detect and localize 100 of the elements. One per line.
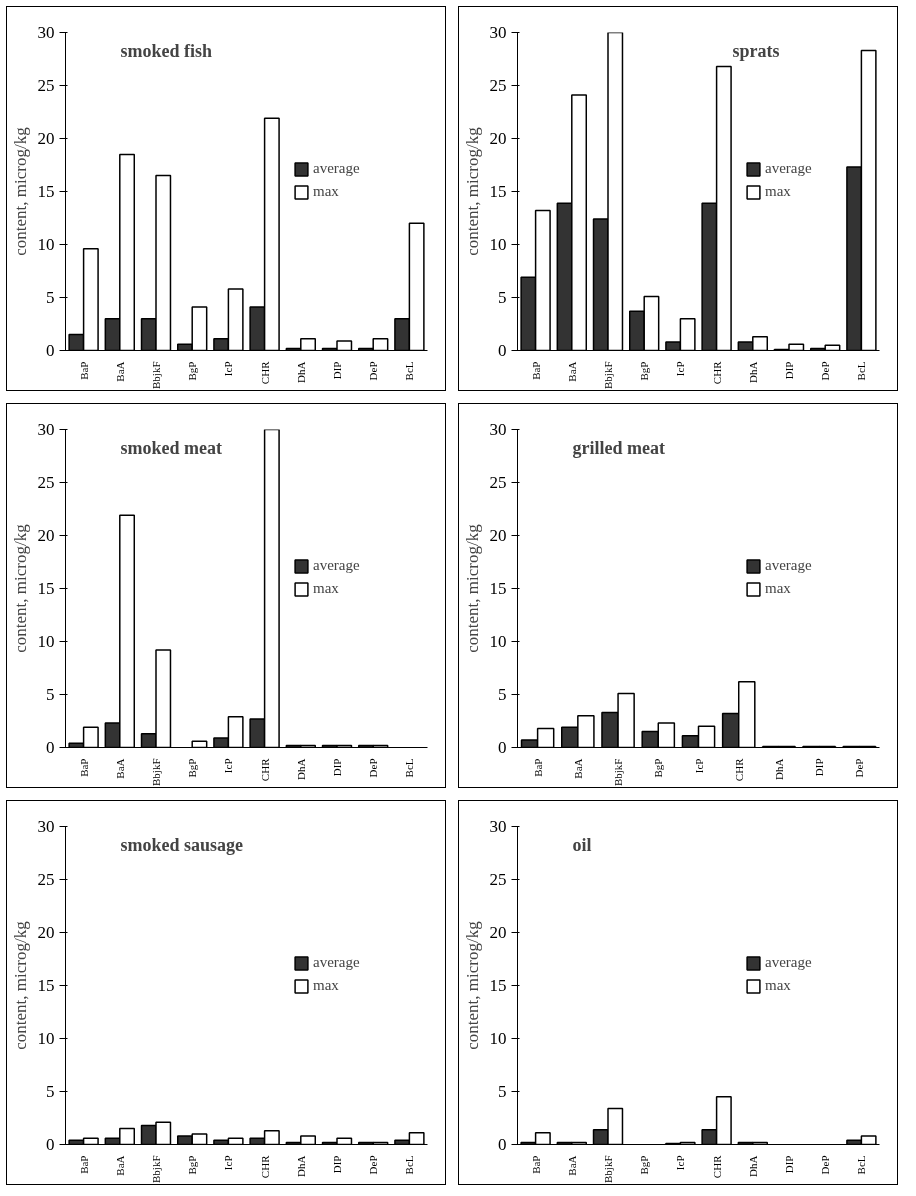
y-tick-label: 10 bbox=[489, 632, 507, 651]
x-tick-label: DIP bbox=[783, 1155, 795, 1174]
y-tick-label: 15 bbox=[489, 976, 507, 995]
y-tick-label: 10 bbox=[489, 1029, 507, 1048]
y-tick-label: 0 bbox=[46, 1135, 55, 1154]
y-tick-label: 0 bbox=[498, 341, 507, 360]
x-tick-label: BaP bbox=[77, 1155, 90, 1174]
legend-label: average bbox=[313, 160, 360, 177]
y-tick-label: 20 bbox=[37, 526, 55, 545]
y-tick-label: 0 bbox=[498, 1135, 507, 1154]
y-tick-label: 10 bbox=[37, 632, 55, 651]
x-tick-label: DhA bbox=[772, 758, 785, 780]
x-tick-label: BgP bbox=[652, 758, 665, 778]
legend-label: max bbox=[313, 580, 339, 597]
y-axis-title: content, microg/kg bbox=[462, 523, 482, 653]
chart-title: smoked sausage bbox=[120, 834, 244, 855]
x-tick-label: BbjkF bbox=[602, 1155, 614, 1184]
x-tick-label: DIP bbox=[813, 758, 826, 777]
x-tick-label: BbjkF bbox=[602, 361, 614, 390]
y-tick-label: 5 bbox=[46, 685, 55, 704]
x-tick-label: BcL bbox=[403, 361, 416, 381]
y-tick-label: 5 bbox=[46, 288, 55, 307]
legend-label: average bbox=[765, 160, 812, 177]
y-tick-label: 25 bbox=[37, 473, 55, 492]
legend-label: max bbox=[313, 183, 339, 200]
y-tick-label: 30 bbox=[37, 23, 55, 42]
x-tick-label: BcL bbox=[403, 758, 416, 778]
y-axis-title: content, microg/kg bbox=[10, 126, 30, 256]
x-tick-label: BbjkF bbox=[150, 361, 162, 390]
x-tick-label: IcP bbox=[222, 758, 235, 774]
x-tick-label: BaA bbox=[113, 758, 126, 779]
y-tick-label: 10 bbox=[489, 235, 507, 254]
y-tick-label: 20 bbox=[37, 923, 55, 942]
y-axis-title: content, microg/kg bbox=[462, 920, 482, 1050]
legend-label: average bbox=[313, 954, 360, 971]
legend-label: max bbox=[765, 977, 791, 994]
x-tick-label: BcL bbox=[855, 1155, 868, 1175]
x-tick-label: BaA bbox=[565, 361, 578, 382]
x-tick-label: BaP bbox=[77, 361, 90, 380]
x-tick-label: CHR bbox=[732, 757, 745, 782]
x-tick-label: CHR bbox=[258, 360, 271, 385]
x-tick-label: BgP bbox=[186, 361, 199, 381]
x-tick-label: CHR bbox=[710, 360, 723, 385]
x-tick-label: BaP bbox=[77, 758, 90, 777]
x-tick-label: BgP bbox=[186, 1155, 199, 1175]
y-tick-label: 5 bbox=[46, 1082, 55, 1101]
y-tick-label: 30 bbox=[489, 420, 507, 439]
x-tick-label: BaA bbox=[571, 758, 584, 779]
y-axis-title: content, microg/kg bbox=[10, 920, 30, 1050]
chart-title: sprats bbox=[732, 40, 780, 61]
y-tick-label: 25 bbox=[37, 76, 55, 95]
x-tick-label: DhA bbox=[294, 361, 307, 383]
x-tick-label: IcP bbox=[674, 361, 687, 377]
x-tick-label: DhA bbox=[294, 758, 307, 780]
y-axis-title: content, microg/kg bbox=[462, 126, 482, 256]
chart-title: oil bbox=[572, 834, 592, 855]
x-tick-label: BcL bbox=[403, 1155, 416, 1175]
legend-label: average bbox=[313, 557, 360, 574]
y-tick-label: 25 bbox=[489, 870, 507, 889]
x-tick-label: BgP bbox=[186, 758, 199, 778]
x-tick-label: BaA bbox=[565, 1155, 578, 1176]
x-tick-label: IcP bbox=[674, 1155, 687, 1171]
x-tick-label: BgP bbox=[638, 361, 651, 381]
x-tick-label: IcP bbox=[222, 361, 235, 377]
y-tick-label: 30 bbox=[37, 420, 55, 439]
x-tick-label: BaP bbox=[529, 1155, 542, 1174]
chart-title: grilled meat bbox=[572, 437, 665, 458]
y-tick-label: 20 bbox=[489, 129, 507, 148]
legend-label: average bbox=[765, 557, 812, 574]
x-tick-label: CHR bbox=[258, 1154, 271, 1179]
y-tick-label: 20 bbox=[37, 129, 55, 148]
legend-label: max bbox=[313, 977, 339, 994]
y-tick-label: 15 bbox=[37, 579, 55, 598]
x-tick-label: DeP bbox=[819, 361, 832, 381]
x-tick-label: IcP bbox=[222, 1155, 235, 1171]
x-tick-label: DeP bbox=[367, 758, 380, 778]
y-tick-label: 15 bbox=[37, 976, 55, 995]
x-tick-label: BaP bbox=[531, 758, 544, 777]
y-tick-label: 15 bbox=[489, 579, 507, 598]
y-tick-label: 5 bbox=[498, 1082, 507, 1101]
y-tick-label: 20 bbox=[489, 923, 507, 942]
y-tick-label: 0 bbox=[498, 738, 507, 757]
legend-label: max bbox=[765, 183, 791, 200]
y-tick-label: 5 bbox=[498, 685, 507, 704]
y-tick-label: 0 bbox=[46, 738, 55, 757]
y-tick-label: 25 bbox=[489, 473, 507, 492]
x-tick-label: BaA bbox=[113, 361, 126, 382]
y-tick-label: 15 bbox=[489, 182, 507, 201]
chart-title: smoked meat bbox=[120, 437, 222, 458]
x-tick-label: CHR bbox=[258, 757, 271, 782]
x-tick-label: DeP bbox=[367, 1155, 380, 1175]
y-tick-label: 20 bbox=[489, 526, 507, 545]
x-tick-label: CHR bbox=[710, 1154, 723, 1179]
y-tick-label: 0 bbox=[46, 341, 55, 360]
x-tick-label: DhA bbox=[746, 1155, 759, 1177]
x-tick-label: BbjkF bbox=[612, 758, 625, 787]
y-tick-label: 15 bbox=[37, 182, 55, 201]
x-tick-label: BbjkF bbox=[150, 758, 162, 787]
x-tick-label: DeP bbox=[367, 361, 380, 381]
y-tick-label: 10 bbox=[37, 235, 55, 254]
